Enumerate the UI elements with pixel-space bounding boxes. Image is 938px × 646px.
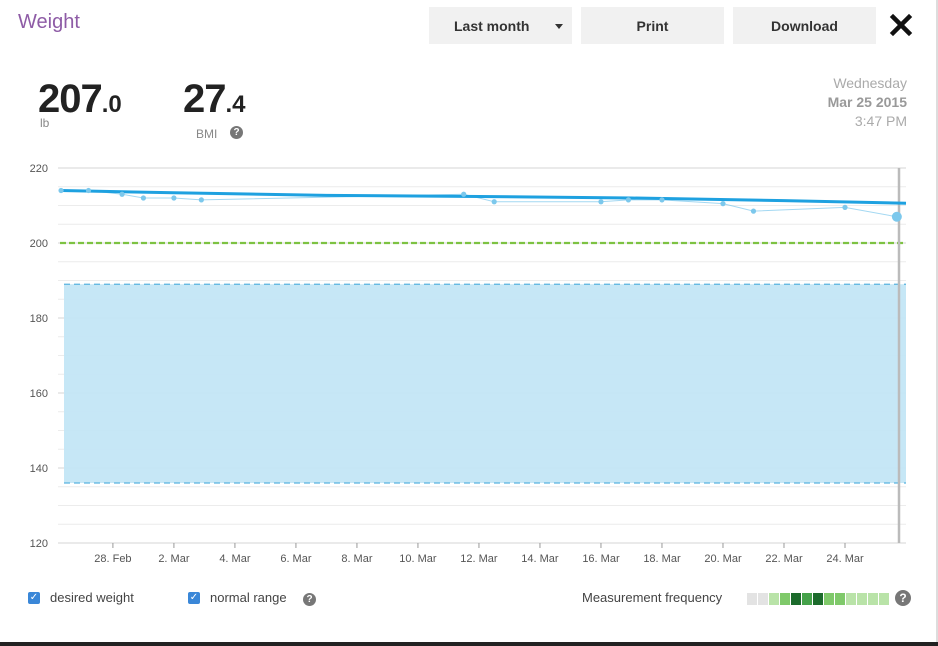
frequency-cell xyxy=(780,593,790,605)
frequency-cell xyxy=(747,593,757,605)
normal-range-help-icon[interactable]: ? xyxy=(303,593,316,606)
bmi-label: BMI xyxy=(196,127,218,141)
bmi-integer: 27 xyxy=(183,77,226,121)
x-tick-label: 14. Mar xyxy=(521,553,559,565)
x-tick-label: 12. Mar xyxy=(460,553,498,565)
y-tick-label: 180 xyxy=(30,313,48,325)
x-tick-label: 22. Mar xyxy=(765,553,803,565)
x-tick-label: 16. Mar xyxy=(582,553,620,565)
measurement-point xyxy=(659,197,665,203)
weight-decimal: .0 xyxy=(101,91,122,118)
frequency-cell xyxy=(868,593,878,605)
frequency-cell xyxy=(824,593,834,605)
window-edge xyxy=(936,0,938,646)
print-button[interactable]: Print xyxy=(581,7,724,44)
close-icon[interactable] xyxy=(888,12,914,38)
frequency-cell xyxy=(758,593,768,605)
weight-unit: lb xyxy=(40,116,50,130)
y-tick-label: 160 xyxy=(30,388,48,400)
trend-line xyxy=(61,189,907,205)
y-tick-label: 140 xyxy=(30,463,48,475)
legend-desired-weight[interactable]: ✓ desired weight xyxy=(28,590,134,605)
y-tick-label: 200 xyxy=(30,238,48,250)
timestamp-date: Mar 25 2015 xyxy=(827,94,907,110)
weight-chart: 120 140 160 180 200 220 28. Feb 2. Mar 4. Mar 6. … xyxy=(30,163,907,565)
download-button[interactable]: Download xyxy=(733,7,876,44)
period-dropdown-label: Last month xyxy=(454,17,530,34)
weight-integer: 207 xyxy=(38,77,103,121)
bmi-value: 27.4 xyxy=(183,77,246,122)
frequency-cell xyxy=(835,593,845,605)
measurement-point xyxy=(140,195,147,201)
frequency-cell xyxy=(813,593,823,605)
measurement-point xyxy=(85,187,92,194)
frequency-cell xyxy=(802,593,812,605)
frequency-cell xyxy=(857,593,867,605)
y-tick-label: 220 xyxy=(30,163,48,175)
legend-normal-range[interactable]: ✓ normal range xyxy=(188,590,287,605)
y-tick-label: 120 xyxy=(30,538,48,550)
normal-range-label: normal range xyxy=(210,590,287,605)
weight-value: 207.0 xyxy=(38,77,122,122)
window-bottom-edge xyxy=(0,642,938,646)
normal-range-checkbox[interactable]: ✓ xyxy=(188,591,200,604)
measurement-point xyxy=(598,199,604,205)
page-title: Weight xyxy=(18,11,80,33)
measurement-point xyxy=(58,187,64,194)
bmi-decimal: .4 xyxy=(225,91,246,118)
x-tick-label: 24. Mar xyxy=(826,553,864,565)
measurement-frequency-label: Measurement frequency xyxy=(582,590,723,605)
frequency-cell xyxy=(846,593,856,605)
x-tick-label: 10. Mar xyxy=(399,553,437,565)
measurement-point xyxy=(625,197,632,203)
x-tick-label: 4. Mar xyxy=(219,553,251,565)
measurement-frequency-bar xyxy=(747,593,890,605)
measurement-point xyxy=(171,195,177,201)
x-tick-label: 18. Mar xyxy=(643,553,681,565)
frequency-cell xyxy=(791,593,801,605)
measurement-point xyxy=(842,204,848,210)
normal-range-band xyxy=(64,284,906,483)
frequency-cell xyxy=(879,593,889,605)
x-tick-label: 6. Mar xyxy=(280,553,312,565)
frequency-cell xyxy=(769,593,779,605)
x-tick-label: 8. Mar xyxy=(341,553,373,565)
x-tick-label: 2. Mar xyxy=(158,553,190,565)
measurement-point xyxy=(891,211,902,222)
frequency-help-icon[interactable]: ? xyxy=(895,590,911,606)
caret-down-icon xyxy=(555,24,563,29)
measurement-point xyxy=(491,199,497,205)
measurement-point xyxy=(750,208,757,214)
timestamp-block: Wednesday Mar 25 2015 3:47 PM xyxy=(828,74,907,131)
desired-weight-checkbox[interactable]: ✓ xyxy=(28,591,40,604)
measurement-point xyxy=(198,197,204,203)
measurement-point xyxy=(720,201,726,207)
desired-weight-label: desired weight xyxy=(50,590,134,605)
x-tick-label: 28. Feb xyxy=(94,553,131,565)
timestamp-weekday: Wednesday xyxy=(833,75,907,91)
bmi-help-icon[interactable]: ? xyxy=(230,126,243,139)
x-tick-label: 20. Mar xyxy=(704,553,742,565)
measurement-point xyxy=(461,191,467,197)
measurement-point xyxy=(119,191,125,197)
period-dropdown[interactable]: Last month xyxy=(429,7,572,44)
timestamp-time: 3:47 PM xyxy=(854,113,907,129)
